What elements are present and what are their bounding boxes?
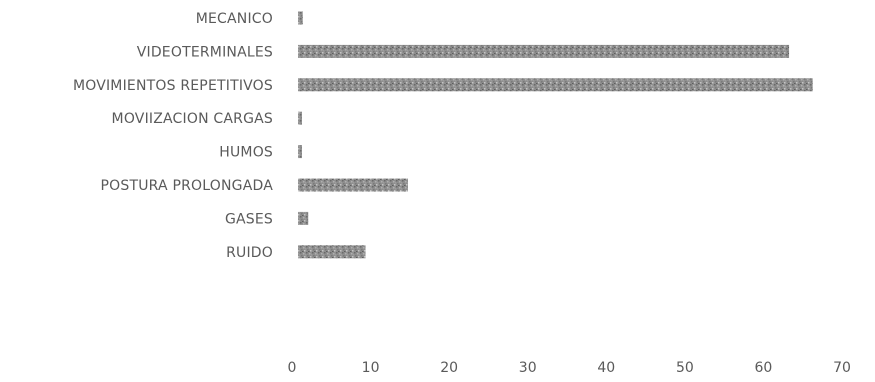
category-label: POSTURA PROLONGADA (101, 178, 274, 194)
bar (298, 145, 302, 159)
category-label: MOVIMIENTOS REPETITIVOS (73, 78, 273, 94)
bar (298, 78, 813, 92)
category-label: MECANICO (196, 11, 273, 27)
x-tick-label: 50 (676, 360, 694, 376)
category-label: MOVIIZACION CARGAS (112, 111, 273, 127)
bar (298, 111, 302, 125)
bars (298, 11, 813, 259)
bar (298, 11, 303, 25)
x-axis-ticks: 0 10 20 30 40 50 60 70 (288, 360, 851, 376)
x-tick-label: 40 (597, 360, 615, 376)
category-label: HUMOS (219, 145, 273, 161)
bar (298, 44, 790, 58)
category-labels: MECANICO VIDEOTERMINALES MOVIMIENTOS REPET… (73, 11, 273, 261)
bar (298, 245, 366, 259)
bar (298, 178, 408, 192)
bar (298, 211, 309, 225)
x-tick-label: 0 (288, 360, 297, 376)
x-tick-label: 60 (755, 360, 773, 376)
category-label: VIDEOTERMINALES (137, 44, 273, 60)
category-label: GASES (225, 211, 273, 227)
x-tick-label: 20 (440, 360, 458, 376)
category-label: RUIDO (226, 245, 273, 261)
x-tick-label: 70 (833, 360, 851, 376)
x-tick-label: 10 (362, 360, 380, 376)
x-tick-label: 30 (519, 360, 537, 376)
